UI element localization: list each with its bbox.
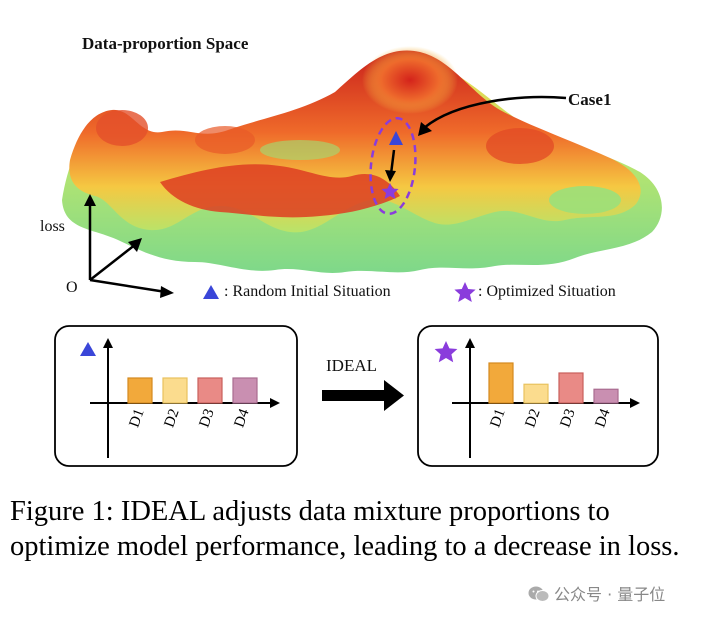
axis-diagonal-line bbox=[89, 243, 137, 281]
right-chart-tick-d3: D3 bbox=[557, 407, 578, 430]
legend-optimized-label: : Optimized Situation bbox=[478, 283, 616, 300]
right-panel-star-icon bbox=[434, 341, 458, 363]
landscape-ridge bbox=[160, 164, 400, 218]
optimized-star-marker bbox=[381, 183, 399, 199]
right-chart-bar-d2 bbox=[523, 383, 549, 404]
right-chart-x-arrow bbox=[630, 398, 640, 408]
watermark: 公众号 · 量子位 bbox=[528, 581, 665, 605]
left-chart-tick-d1: D1 bbox=[126, 407, 147, 430]
transition-label: IDEAL bbox=[326, 356, 377, 375]
right-chart-bar-d1 bbox=[488, 362, 514, 404]
axis-horizontal-arrowhead bbox=[160, 286, 174, 298]
figure-caption: Figure 1: IDEAL adjusts data mixture pro… bbox=[10, 496, 680, 562]
axis-origin-label: O bbox=[66, 279, 78, 296]
bar-panels: D1 D2 D3 D4 D1 D2 D3 D4 bbox=[54, 325, 659, 467]
ideal-arrow-head bbox=[384, 380, 404, 411]
landscape-title: Data-proportion Space bbox=[82, 34, 249, 53]
landscape-peak bbox=[362, 46, 458, 114]
right-chart-tick-d2: D2 bbox=[522, 407, 543, 430]
landscape-hill-mid bbox=[195, 126, 255, 154]
right-chart-bar-d3 bbox=[558, 372, 584, 404]
initial-triangle-marker bbox=[389, 131, 403, 145]
landscape-hill-left bbox=[96, 110, 148, 146]
left-chart-bar-d3 bbox=[197, 377, 223, 404]
case1-pointer-arrow-head bbox=[418, 122, 432, 136]
legend-initial-label: : Random Initial Situation bbox=[224, 283, 391, 300]
axis-horizontal-line bbox=[89, 278, 167, 294]
landscape-hill-right bbox=[486, 128, 554, 164]
optimization-arrow-head bbox=[385, 170, 396, 182]
left-chart-y-arrow bbox=[103, 338, 113, 348]
wechat-icon bbox=[528, 586, 550, 602]
left-chart-bar-d1 bbox=[127, 377, 153, 404]
left-panel-triangle-icon bbox=[80, 342, 96, 356]
watermark-text: 公众号 · 量子位 bbox=[554, 585, 666, 604]
loss-landscape-figure bbox=[62, 46, 662, 302]
landscape-valley-right bbox=[549, 186, 621, 214]
right-chart-tick-d4: D4 bbox=[592, 406, 613, 429]
left-chart-x-arrow bbox=[270, 398, 280, 408]
case1-pointer-arrow bbox=[423, 95, 567, 129]
optimization-arrow-shaft bbox=[389, 149, 396, 175]
left-chart-tick-d3: D3 bbox=[196, 407, 217, 430]
left-chart-bar-d4 bbox=[232, 377, 258, 404]
case1-label: Case1 bbox=[568, 90, 612, 109]
ideal-arrow-shaft bbox=[322, 390, 384, 401]
right-chart-bar-d4 bbox=[593, 388, 619, 404]
case1-highlight-ellipse bbox=[369, 116, 417, 216]
axis-loss-arrowhead bbox=[84, 194, 96, 206]
legend-star-icon bbox=[454, 282, 476, 302]
axis-loss-label: loss bbox=[40, 218, 65, 235]
axis-diagonal-arrowhead bbox=[128, 238, 142, 252]
left-chart-bar-d2 bbox=[162, 377, 188, 404]
right-chart-y-arrow bbox=[465, 338, 475, 348]
landscape-valley-center bbox=[260, 140, 340, 160]
legend-triangle-icon bbox=[203, 285, 219, 299]
left-chart-tick-d4: D4 bbox=[231, 406, 252, 429]
left-chart-tick-d2: D2 bbox=[161, 407, 182, 430]
right-chart-tick-d1: D1 bbox=[487, 407, 508, 430]
